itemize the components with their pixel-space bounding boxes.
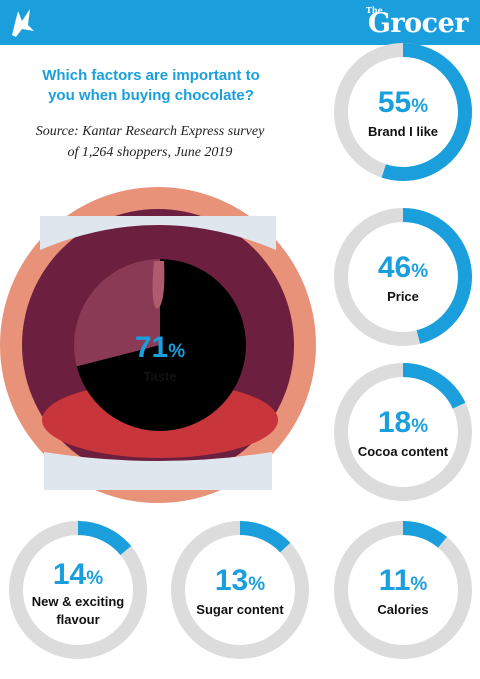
cocoa-content-arc [402,363,466,409]
uvula [152,261,165,309]
price-gauge: 46% Price [334,208,472,346]
price-value-label: 46% [378,251,428,284]
brand-logo: The Grocer [365,2,469,39]
sugar-content-category-label: Sugar content [196,602,284,617]
upper-teeth [40,216,276,250]
taste-value-label: 71% [135,331,185,364]
calories-gauge: 11% Calories [334,521,472,659]
brand-name: Grocer [367,8,469,39]
brand-i-like-gauge: 55% Brand I like [334,43,472,181]
price-category-label: Price [387,289,419,304]
cocoa-content-category-label: Cocoa content [358,444,449,459]
brand-i-like-category-label: Brand I like [368,124,438,139]
calories-category-label: Calories [377,602,428,617]
cocoa-content-value-label: 18% [378,406,428,439]
sugar-content-gauge: 13% Sugar content [171,521,309,659]
source-note: Source: Kantar Research Express survey o… [35,124,265,160]
new-and-exciting-flavour-arc [77,521,132,556]
page-title: Which factors are important to you when … [42,67,260,104]
bird-logo-icon [12,9,34,37]
sugar-content-arc [239,521,291,553]
new-and-exciting-flavour-value-label: 14% [53,558,103,591]
header-bar: The Grocer [0,0,480,45]
taste-slice [76,259,247,432]
brand-i-like-arc [381,43,472,181]
sugar-content-value-label: 13% [215,564,265,597]
calories-value-label: 11% [379,564,428,597]
new-and-exciting-flavour-category-label: New & exciting flavour [32,594,125,627]
taste-gauge: 71% Taste [74,259,247,432]
calories-arc [402,521,447,548]
new-and-exciting-flavour-gauge: 14%New & exciting flavour [9,521,147,659]
cocoa-content-gauge: 18% Cocoa content [334,363,472,501]
lower-teeth [44,452,272,490]
price-arc [402,208,472,344]
brand-i-like-value-label: 55% [378,86,428,119]
taste-category-label: Taste [144,369,177,384]
brand-the: The [365,5,383,15]
